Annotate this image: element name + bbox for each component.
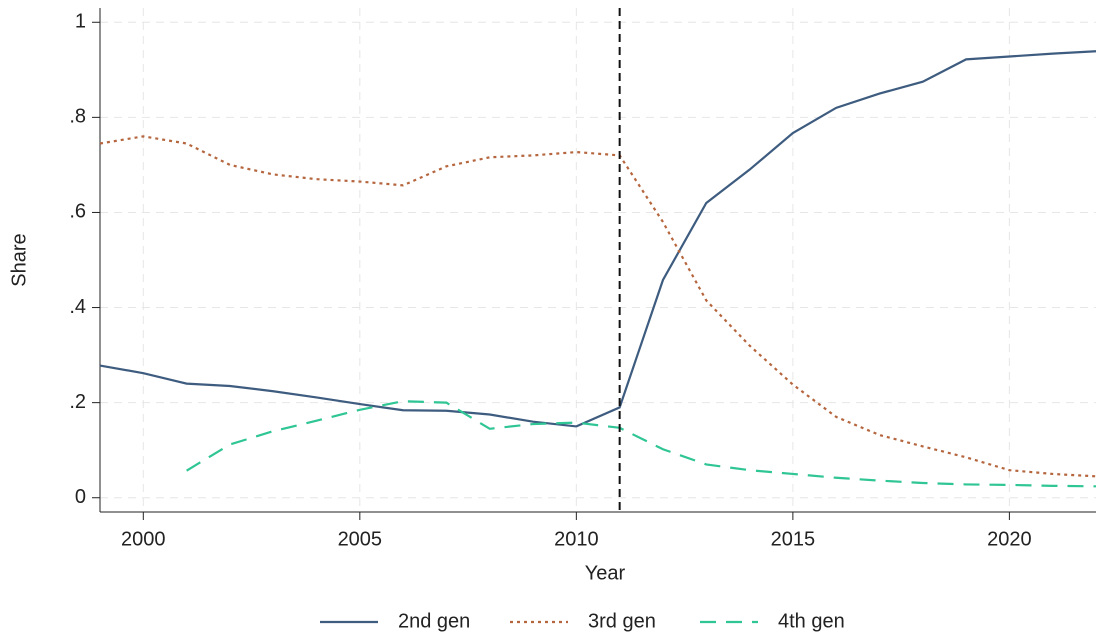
y-tick-label: .2 <box>69 391 86 413</box>
x-tick-label: 2010 <box>554 528 599 550</box>
y-tick-label: 0 <box>75 486 86 508</box>
y-tick-label: .6 <box>69 201 86 223</box>
x-tick-label: 2005 <box>338 528 383 550</box>
x-axis-label: Year <box>585 562 626 584</box>
x-tick-label: 2000 <box>121 528 166 550</box>
legend-label: 2nd gen <box>398 610 470 632</box>
series-line <box>99 50 1097 428</box>
series-line <box>99 135 1097 478</box>
y-tick-label: .4 <box>69 296 86 318</box>
y-tick-label: 1 <box>75 11 86 33</box>
x-tick-label: 2020 <box>987 528 1032 550</box>
legend-label: 3rd gen <box>588 610 656 632</box>
x-tick-label: 2015 <box>771 528 816 550</box>
series-line <box>186 400 1097 488</box>
y-axis-label: Share <box>8 233 30 286</box>
legend-label: 4th gen <box>778 610 845 632</box>
y-tick-label: .8 <box>69 106 86 128</box>
